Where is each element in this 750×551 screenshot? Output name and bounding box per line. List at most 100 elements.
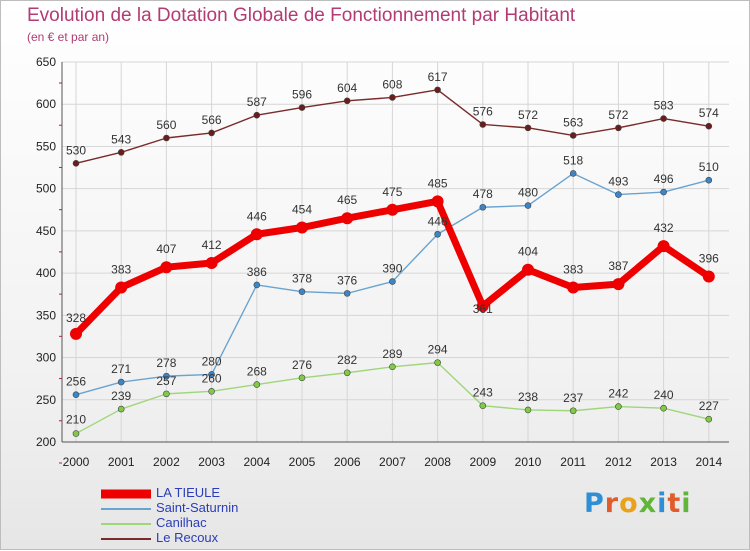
data-label: 227: [699, 399, 719, 413]
data-label: 465: [337, 193, 357, 207]
x-tick-label: 2005: [289, 455, 316, 469]
data-point: [524, 124, 532, 132]
legend-swatch: [101, 522, 151, 525]
y-tick-label: 300: [36, 351, 56, 365]
proxiti-logo: Proxiti: [584, 488, 692, 519]
data-point: [569, 132, 577, 139]
data-point: [253, 281, 261, 289]
data-point: [567, 281, 580, 294]
y-tick-label: 450: [36, 224, 56, 238]
data-label: 280: [202, 354, 222, 368]
y-tick-label: 400: [36, 266, 56, 280]
data-point: [70, 327, 82, 340]
data-point: [72, 160, 80, 167]
data-point: [569, 170, 577, 177]
data-point: [479, 402, 487, 409]
data-labels: 530 543 560 566 587 596 604 608 617 576 572 563 572 5…: [66, 70, 719, 427]
data-point: [705, 176, 713, 184]
data-point: [298, 104, 306, 111]
data-label: 237: [563, 391, 583, 405]
data-point: [705, 415, 713, 423]
data-label: 560: [156, 118, 176, 132]
x-tick-label: 2000: [63, 455, 90, 469]
data-point: [705, 122, 713, 130]
axes: 200 250 300 350 400 450 500 550 600 650 2000 2001 20…: [36, 55, 729, 469]
data-label: 518: [563, 153, 583, 167]
data-point: [615, 403, 622, 410]
data-point: [163, 134, 170, 142]
data-point: [208, 388, 215, 395]
data-label: 289: [382, 347, 402, 361]
data-point: [160, 261, 173, 274]
x-tick-label: 2013: [650, 455, 677, 469]
x-tick-label: 2007: [379, 455, 406, 469]
data-label: 446: [247, 209, 267, 223]
data-point: [479, 203, 487, 211]
data-point: [205, 256, 218, 269]
data-point: [702, 270, 715, 283]
legend-label: Le Recoux: [156, 530, 219, 545]
data-point: [115, 281, 128, 294]
data-point: [434, 86, 441, 94]
x-tick-label: 2001: [108, 455, 135, 469]
x-tick-label: 2004: [243, 455, 270, 469]
y-tick-label: 500: [36, 182, 56, 196]
data-label: 587: [247, 95, 267, 109]
data-label: 432: [654, 221, 674, 235]
data-label: 276: [292, 358, 312, 372]
x-tick-label: 2009: [469, 455, 496, 469]
data-label: 496: [654, 172, 674, 186]
data-label: 604: [337, 81, 357, 95]
data-point: [296, 221, 308, 234]
y-tick-label: 550: [36, 139, 56, 153]
x-tick-label: 2006: [334, 455, 361, 469]
legend-label: Saint-Saturnin: [156, 500, 239, 515]
data-label: 412: [202, 238, 222, 252]
y-tick-label: 600: [36, 97, 56, 111]
data-label: 493: [608, 175, 628, 189]
data-point: [657, 240, 670, 253]
data-label: 583: [654, 99, 674, 113]
data-label: 510: [699, 160, 719, 174]
data-label: 271: [111, 362, 131, 376]
data-label: 485: [428, 176, 448, 190]
data-point: [117, 405, 125, 413]
logo-letter: i: [681, 488, 692, 519]
data-point: [524, 202, 532, 209]
data-label: 446: [428, 214, 448, 228]
data-point: [612, 278, 625, 291]
data-label: 383: [563, 262, 583, 276]
data-point: [117, 149, 125, 156]
data-point: [343, 97, 351, 105]
legend-item: LA TIEULE: [101, 485, 301, 501]
x-tick-label: 2002: [153, 455, 180, 469]
data-label: 242: [608, 387, 628, 401]
logo-letter: o: [619, 488, 639, 519]
data-label: 294: [428, 343, 448, 357]
data-label: 256: [66, 375, 86, 389]
legend-item: Le Recoux: [101, 530, 301, 546]
data-point: [660, 188, 667, 196]
data-point: [434, 230, 441, 238]
data-point: [208, 371, 215, 378]
legend-item: Saint-Saturnin: [101, 500, 301, 516]
x-tick-label: 2008: [424, 455, 451, 469]
data-point: [660, 404, 667, 412]
data-label: 383: [111, 262, 131, 276]
data-point: [343, 369, 351, 377]
data-label: 257: [156, 374, 176, 388]
data-label: 404: [518, 245, 538, 259]
logo-letter: i: [657, 488, 668, 519]
data-label: 543: [111, 132, 131, 146]
legend: LA TIEULE Saint-Saturnin Canilhac Le Recoux: [101, 485, 301, 546]
data-label: 475: [382, 185, 402, 199]
data-label: 387: [608, 259, 628, 273]
legend-swatch: [101, 537, 151, 540]
data-label: 407: [156, 242, 176, 256]
data-point: [389, 94, 396, 101]
data-label: 576: [473, 104, 493, 118]
data-label: 390: [382, 262, 402, 276]
chart-subtitle: (en € et par an): [27, 30, 110, 44]
